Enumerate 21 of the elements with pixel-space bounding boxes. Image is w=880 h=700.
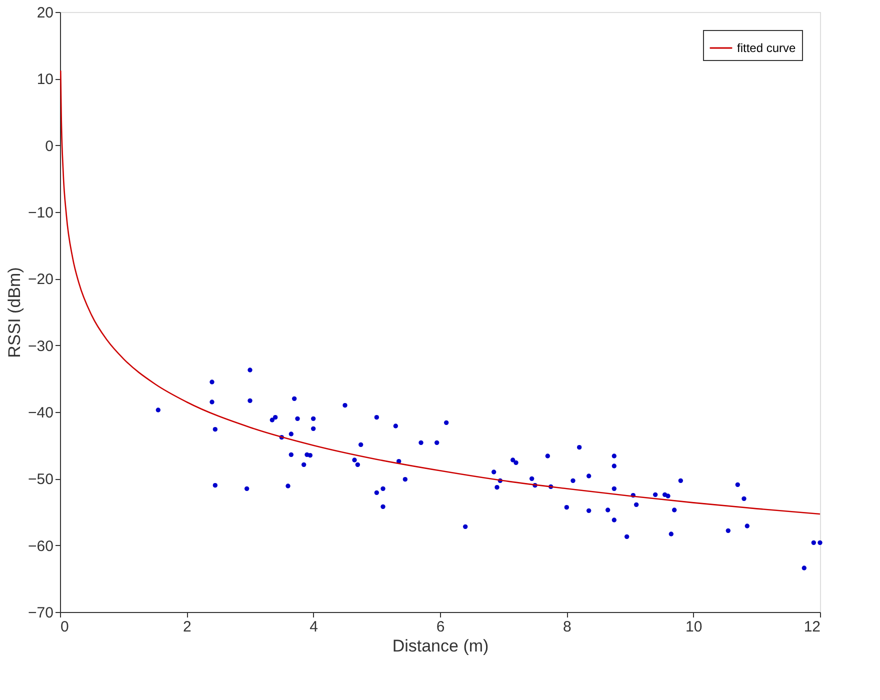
x-tick-label: 2 (182, 618, 192, 636)
x-axis-title: Distance (m) (392, 636, 489, 656)
x-tick-label: 0 (60, 618, 69, 636)
y-tick-label: −30 (28, 338, 54, 355)
y-tick-label: −60 (28, 538, 54, 555)
y-tick-label: 0 (45, 138, 54, 155)
y-axis-title: RSSI (dBm) (5, 267, 24, 358)
y-tick-label: 20 (36, 4, 54, 22)
y-tick-label: −70 (28, 604, 54, 622)
x-tick-label: 8 (562, 618, 572, 636)
legend-label: fitted curve (737, 41, 796, 55)
y-tick-label: −20 (28, 271, 54, 288)
x-tick-label: 4 (310, 618, 318, 636)
line-series (60, 70, 821, 515)
x-tick-label: 12 (804, 618, 820, 636)
y-tick-label: −40 (28, 404, 54, 422)
y-tick-label: 10 (36, 71, 54, 88)
y-tick-label: −10 (28, 204, 54, 222)
y-tick-label: −50 (28, 471, 54, 488)
x-tick-label: 6 (436, 618, 445, 636)
x-tick-label: 10 (685, 618, 702, 636)
